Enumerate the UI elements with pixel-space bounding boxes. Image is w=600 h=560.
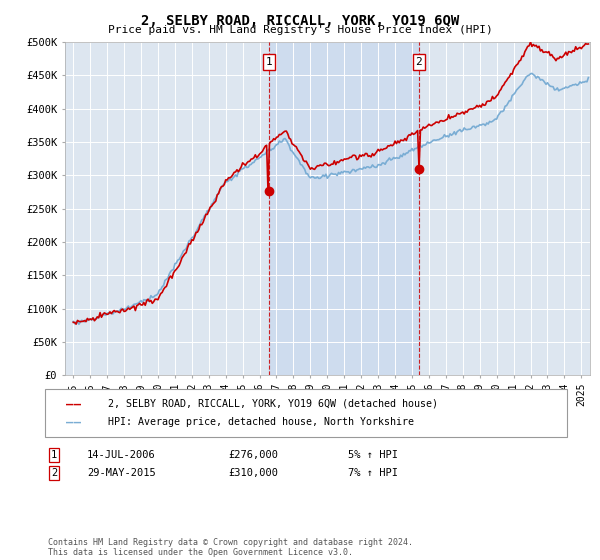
Text: HPI: Average price, detached house, North Yorkshire: HPI: Average price, detached house, Nort… (108, 417, 414, 427)
Text: 2: 2 (51, 468, 57, 478)
Text: £276,000: £276,000 (228, 450, 278, 460)
Text: Price paid vs. HM Land Registry's House Price Index (HPI): Price paid vs. HM Land Registry's House … (107, 25, 493, 35)
Text: 2, SELBY ROAD, RICCALL, YORK, YO19 6QW (detached house): 2, SELBY ROAD, RICCALL, YORK, YO19 6QW (… (108, 399, 438, 409)
Bar (269, 42, 419, 375)
Text: ——: —— (66, 397, 81, 410)
Text: 7% ↑ HPI: 7% ↑ HPI (348, 468, 398, 478)
Text: 2, SELBY ROAD, RICCALL, YORK, YO19 6QW: 2, SELBY ROAD, RICCALL, YORK, YO19 6QW (141, 14, 459, 28)
Text: 1: 1 (51, 450, 57, 460)
Text: £310,000: £310,000 (228, 468, 278, 478)
Text: Contains HM Land Registry data © Crown copyright and database right 2024.
This d: Contains HM Land Registry data © Crown c… (48, 538, 413, 557)
Text: 29-MAY-2015: 29-MAY-2015 (87, 468, 156, 478)
Text: 14-JUL-2006: 14-JUL-2006 (87, 450, 156, 460)
Text: ——: —— (66, 416, 81, 429)
Text: 2: 2 (416, 57, 422, 67)
Text: 5% ↑ HPI: 5% ↑ HPI (348, 450, 398, 460)
Text: 1: 1 (265, 57, 272, 67)
